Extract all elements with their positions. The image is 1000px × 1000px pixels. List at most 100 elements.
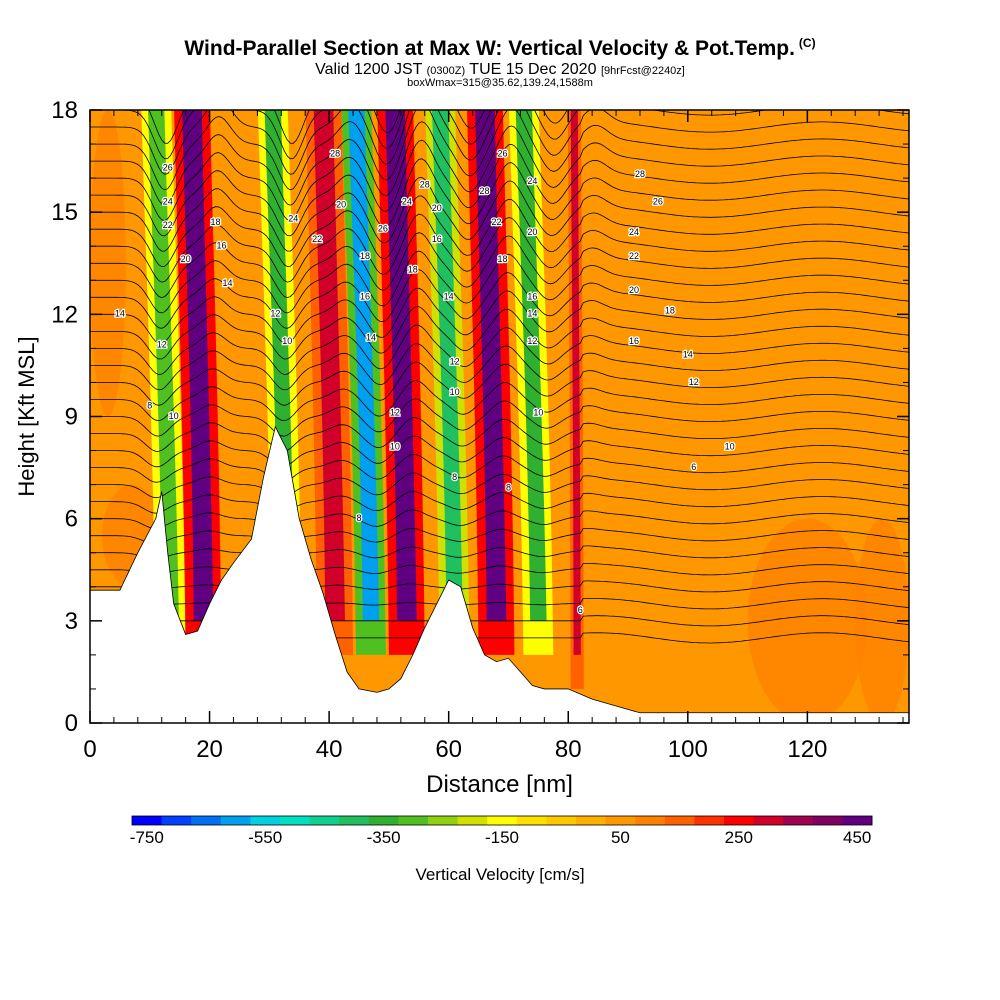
contour-label: 6 bbox=[578, 605, 583, 615]
y-tick-label: 12 bbox=[51, 301, 78, 328]
x-tick-label: 100 bbox=[668, 736, 708, 763]
field-patch bbox=[209, 110, 258, 383]
contour-label: 8 bbox=[452, 472, 457, 482]
contour-label: 20 bbox=[181, 254, 191, 264]
contour-label: 22 bbox=[629, 251, 639, 261]
contour-label: 10 bbox=[169, 411, 179, 421]
theta-isoline bbox=[90, 454, 909, 483]
contour-label: 16 bbox=[432, 234, 442, 244]
colorbar-swatch bbox=[368, 816, 399, 825]
colorbar-swatch bbox=[694, 816, 725, 825]
colorbar-tick-label: -350 bbox=[367, 828, 401, 847]
downdraft-band bbox=[432, 110, 463, 621]
y-tick-label: 18 bbox=[51, 97, 78, 124]
theta-isoline bbox=[90, 527, 909, 545]
theta-isoline bbox=[90, 563, 909, 576]
theta-isoline bbox=[90, 110, 909, 191]
colorbar-tick-label: 250 bbox=[725, 828, 753, 847]
contour-label: 16 bbox=[360, 292, 370, 302]
colorbar-swatch bbox=[812, 816, 843, 825]
colorbar-tick-label: -750 bbox=[130, 828, 164, 847]
colorbar-swatch bbox=[250, 816, 281, 825]
contour-label: 26 bbox=[653, 196, 663, 206]
contour-label: 18 bbox=[408, 264, 418, 274]
theta-isoline bbox=[90, 213, 909, 283]
x-tick-label: 20 bbox=[196, 736, 223, 763]
contour-label: 12 bbox=[689, 377, 699, 387]
contour-label: 6 bbox=[691, 462, 696, 472]
downdraft-band bbox=[348, 110, 380, 621]
y-tick-label: 0 bbox=[65, 710, 78, 737]
contour-label: 22 bbox=[492, 217, 502, 227]
contour-label: 26 bbox=[497, 149, 507, 159]
contour-label: 22 bbox=[312, 234, 322, 244]
contour-label: 20 bbox=[629, 285, 639, 295]
chart-title: Wind-Parallel Section at Max W: Vertical… bbox=[184, 36, 816, 60]
theta-isoline bbox=[90, 380, 909, 422]
x-tick-label: 40 bbox=[316, 736, 343, 763]
colorbar-swatch bbox=[753, 816, 784, 825]
chart-subtitle: Valid 1200 JST (0300Z) TUE 15 Dec 2020 [… bbox=[315, 61, 685, 78]
contour-label: 14 bbox=[366, 333, 376, 343]
field-patch bbox=[855, 518, 909, 723]
colorbar-tick-label: -550 bbox=[248, 828, 282, 847]
contour-label: 10 bbox=[533, 407, 543, 417]
theta-isoline bbox=[90, 269, 909, 329]
theta-isoline bbox=[90, 232, 909, 299]
colorbar-swatch bbox=[487, 816, 518, 825]
contour-label: 24 bbox=[402, 196, 412, 206]
colorbar-tick-label: 450 bbox=[843, 828, 871, 847]
x-tick-label: 0 bbox=[83, 736, 96, 763]
contour-label: 20 bbox=[432, 203, 442, 213]
contour-label: 26 bbox=[378, 224, 388, 234]
colorbar-swatch bbox=[398, 816, 429, 825]
contour-label: 28 bbox=[635, 169, 645, 179]
theta-isoline bbox=[90, 509, 909, 529]
theta-isoline bbox=[90, 435, 909, 468]
theta-isoline bbox=[90, 139, 909, 222]
theta-isoline bbox=[90, 343, 909, 391]
contour-label: 10 bbox=[390, 442, 400, 452]
x-tick-label: 80 bbox=[555, 736, 582, 763]
theta-isoline bbox=[90, 306, 909, 360]
contour-label: 14 bbox=[444, 292, 454, 302]
contour-label: 12 bbox=[390, 407, 400, 417]
colorbar-swatch bbox=[309, 816, 340, 825]
contour-label: 18 bbox=[360, 251, 370, 261]
y-axis-label: Height [Kft MSL] bbox=[14, 336, 39, 496]
updraft-band bbox=[570, 110, 581, 655]
contour-label: 12 bbox=[157, 339, 167, 349]
theta-isoline bbox=[90, 195, 909, 268]
colorbar-swatch bbox=[842, 816, 873, 825]
theta-isoline bbox=[90, 472, 909, 499]
contour-label: 24 bbox=[288, 213, 298, 223]
y-tick-label: 3 bbox=[65, 608, 78, 635]
contour-label: 8 bbox=[357, 513, 362, 523]
colorbar-label: Vertical Velocity [cm/s] bbox=[415, 865, 584, 884]
colorbar-swatch bbox=[428, 816, 459, 825]
contour-label: 16 bbox=[629, 336, 639, 346]
contour-label: 12 bbox=[450, 356, 460, 366]
colorbar-tick-label: -150 bbox=[485, 828, 519, 847]
colorbar-swatch bbox=[546, 816, 577, 825]
downdraft-band bbox=[148, 110, 179, 621]
forecast-info: [9hrFcst@2240z] bbox=[600, 65, 685, 77]
theta-isoline bbox=[90, 398, 909, 437]
colorbar-swatch bbox=[161, 816, 192, 825]
contour-label: 24 bbox=[527, 176, 537, 186]
theta-isoline bbox=[90, 158, 909, 237]
contour-label: 28 bbox=[420, 179, 430, 189]
y-tick-label: 15 bbox=[51, 199, 78, 226]
theta-isoline bbox=[90, 324, 909, 375]
colorbar-swatch bbox=[516, 816, 547, 825]
contour-label: 18 bbox=[211, 217, 221, 227]
contour-label: 16 bbox=[217, 241, 227, 251]
theta-isoline bbox=[90, 545, 909, 560]
colorbar-swatch bbox=[576, 816, 607, 825]
colorbar-swatch bbox=[635, 816, 666, 825]
contour-label: 14 bbox=[683, 350, 693, 360]
contour-label: 22 bbox=[163, 220, 173, 230]
colorbar-swatch bbox=[339, 816, 370, 825]
terrain-mask bbox=[90, 425, 909, 723]
box-info: boxWmax=315@35.62,139.24,1588m bbox=[407, 77, 593, 89]
